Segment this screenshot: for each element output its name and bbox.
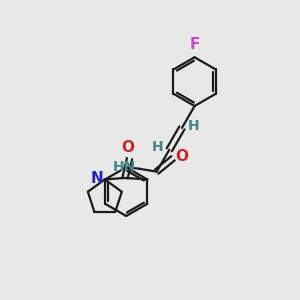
Text: O: O xyxy=(176,149,188,164)
Text: N: N xyxy=(90,171,103,186)
Text: HN: HN xyxy=(113,160,136,174)
Text: F: F xyxy=(189,37,200,52)
Text: O: O xyxy=(122,140,134,155)
Text: H: H xyxy=(152,140,164,154)
Text: H: H xyxy=(188,118,200,133)
